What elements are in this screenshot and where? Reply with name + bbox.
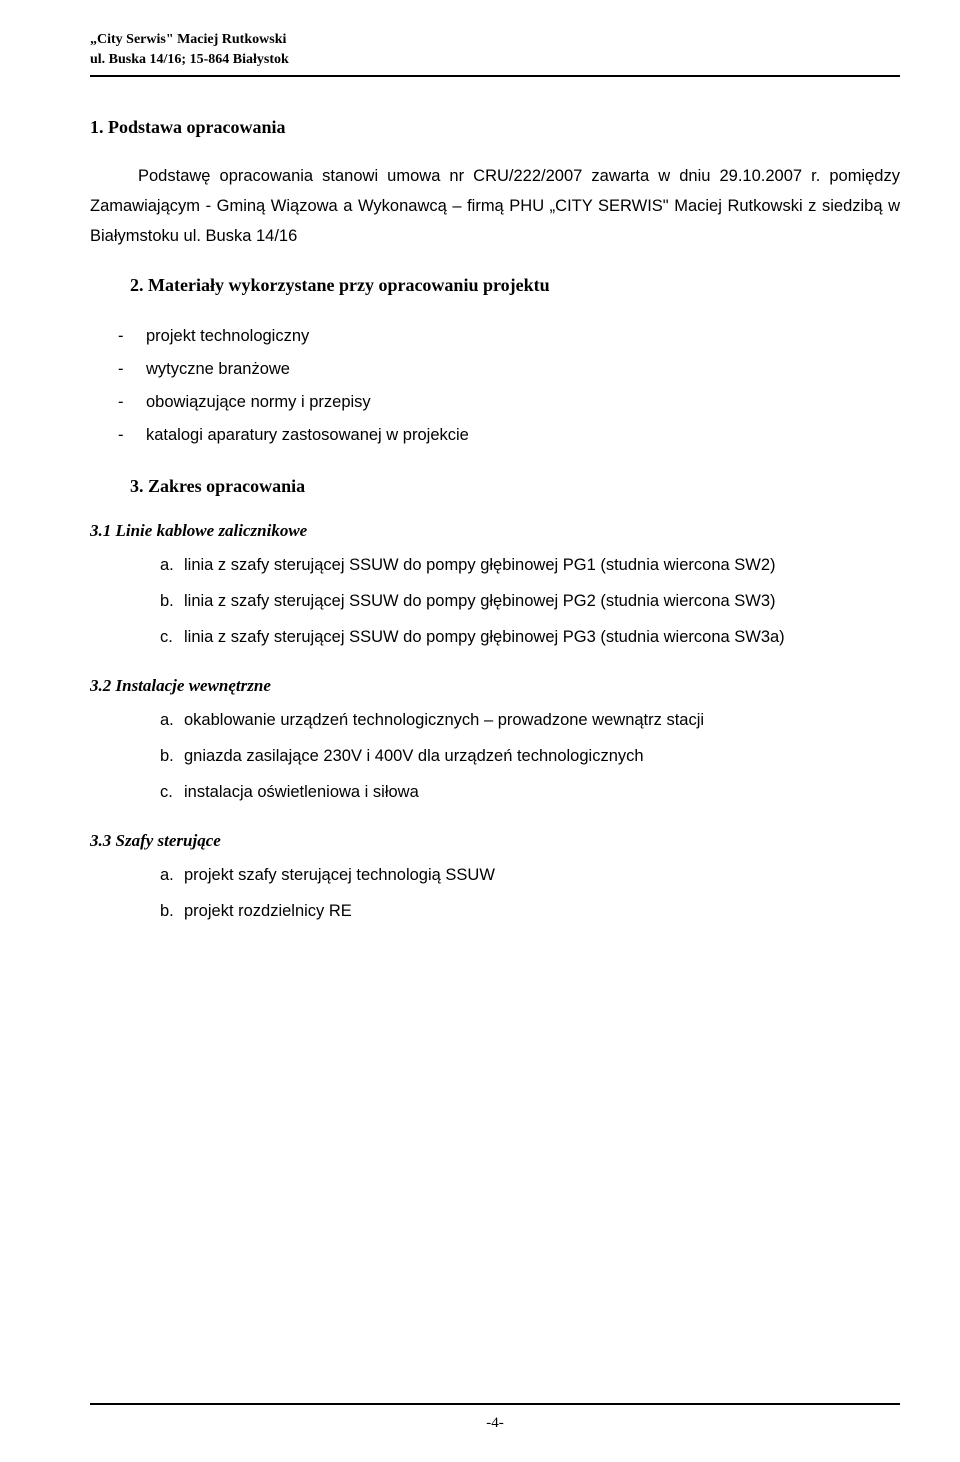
list-item: katalogi aparatury zastosowanej w projek… (118, 419, 900, 452)
header-company: „City Serwis" Maciej Rutkowski (90, 30, 900, 50)
header-address: ul. Buska 14/16; 15-864 Białystok (90, 50, 900, 70)
list-item: c. linia z szafy sterującej SSUW do pompy… (160, 623, 900, 653)
list-item: a. okablowanie urządzeń technologicznych … (160, 706, 900, 736)
subsection-3-2-title: 3.2 Instalacje wewnętrzne (90, 676, 900, 696)
list-item: c. instalacja oświetleniowa i siłowa (160, 778, 900, 808)
list-letter: a. (160, 861, 174, 891)
list-letter: b. (160, 742, 174, 772)
list-item: obowiązujące normy i przepisy (118, 386, 900, 419)
section-1-title: 1. Podstawa opracowania (90, 117, 900, 138)
list-item: projekt technologiczny (118, 320, 900, 353)
list-item: b. linia z szafy sterującej SSUW do pompy… (160, 587, 900, 617)
list-letter: c. (160, 623, 173, 653)
list-text: okablowanie urządzeń technologicznych – … (184, 711, 704, 729)
section-2-list: projekt technologiczny wytyczne branżowe… (118, 320, 900, 452)
subsection-3-1-title: 3.1 Linie kablowe zalicznikowe (90, 521, 900, 541)
list-item: a. linia z szafy sterującej SSUW do pompy… (160, 551, 900, 581)
section-2-title: 2. Materiały wykorzystane przy opracowan… (130, 275, 900, 296)
subsection-3-2-list: a. okablowanie urządzeń technologicznych … (160, 706, 900, 807)
subsection-3-3-title: 3.3 Szafy sterujące (90, 831, 900, 851)
list-text: linia z szafy sterującej SSUW do pompy g… (184, 592, 776, 610)
list-text: projekt szafy sterującej technologią SSU… (184, 866, 495, 884)
page-footer: -4- (90, 1403, 900, 1432)
list-letter: a. (160, 706, 174, 736)
section-1-paragraph: Podstawę opracowania stanowi umowa nr CR… (90, 162, 900, 251)
list-text: projekt rozdzielnicy RE (184, 902, 352, 920)
list-item: b. gniazda zasilające 230V i 400V dla urz… (160, 742, 900, 772)
page-header: „City Serwis" Maciej Rutkowski ul. Buska… (90, 30, 900, 77)
document-page: „City Serwis" Maciej Rutkowski ul. Buska… (0, 0, 960, 973)
list-letter: a. (160, 551, 174, 581)
list-text: linia z szafy sterującej SSUW do pompy g… (184, 628, 785, 646)
list-letter: b. (160, 587, 174, 617)
section-3-title: 3. Zakres opracowania (130, 476, 900, 497)
list-item: a. projekt szafy sterującej technologią S… (160, 861, 900, 891)
subsection-3-3-list: a. projekt szafy sterującej technologią S… (160, 861, 900, 926)
list-letter: c. (160, 778, 173, 808)
list-letter: b. (160, 897, 174, 927)
page-number: -4- (486, 1415, 504, 1431)
list-item: b. projekt rozdzielnicy RE (160, 897, 900, 927)
list-text: gniazda zasilające 230V i 400V dla urząd… (184, 747, 644, 765)
list-text: linia z szafy sterującej SSUW do pompy g… (184, 556, 776, 574)
subsection-3-1-list: a. linia z szafy sterującej SSUW do pompy… (160, 551, 900, 652)
list-text: instalacja oświetleniowa i siłowa (184, 783, 419, 801)
list-item: wytyczne branżowe (118, 353, 900, 386)
